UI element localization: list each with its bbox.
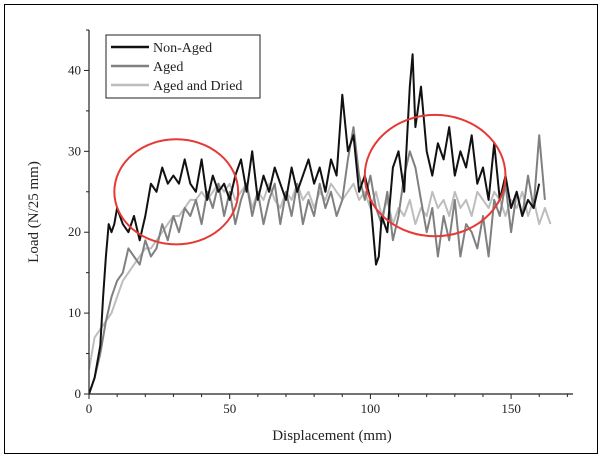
legend-label: Non-Aged bbox=[153, 41, 212, 56]
series-line-aged bbox=[89, 126, 546, 394]
x-tick-label: 0 bbox=[86, 401, 93, 416]
x-tick-label: 100 bbox=[361, 401, 381, 416]
y-tick-label: 40 bbox=[68, 62, 81, 77]
legend-label: Aged bbox=[153, 60, 183, 75]
x-tick-label: 150 bbox=[501, 401, 521, 416]
series-layer bbox=[89, 53, 552, 394]
y-tick-label: 0 bbox=[75, 386, 82, 401]
figure-frame bbox=[4, 4, 598, 454]
legend-label: Aged and Dried bbox=[153, 79, 242, 94]
y-tick-label: 10 bbox=[68, 305, 81, 320]
x-tick-label: 50 bbox=[223, 401, 236, 416]
series-line-non-aged bbox=[89, 53, 541, 394]
x-axis-title: Displacement (mm) bbox=[272, 428, 392, 444]
annotation-layer bbox=[113, 113, 507, 246]
y-tick-label: 30 bbox=[68, 143, 81, 158]
y-tick-label: 20 bbox=[68, 224, 81, 239]
axis-layer: 0 50 100 150 0 10 20 30 40 bbox=[68, 29, 573, 416]
highlight-ellipse-1 bbox=[113, 138, 240, 246]
y-axis-title: Load (N/25 mm) bbox=[26, 161, 42, 263]
series-line-aged-and-dried bbox=[89, 182, 552, 370]
highlight-ellipse-2 bbox=[363, 113, 507, 238]
legend: Non-Aged Aged Aged and Dried bbox=[105, 34, 261, 99]
